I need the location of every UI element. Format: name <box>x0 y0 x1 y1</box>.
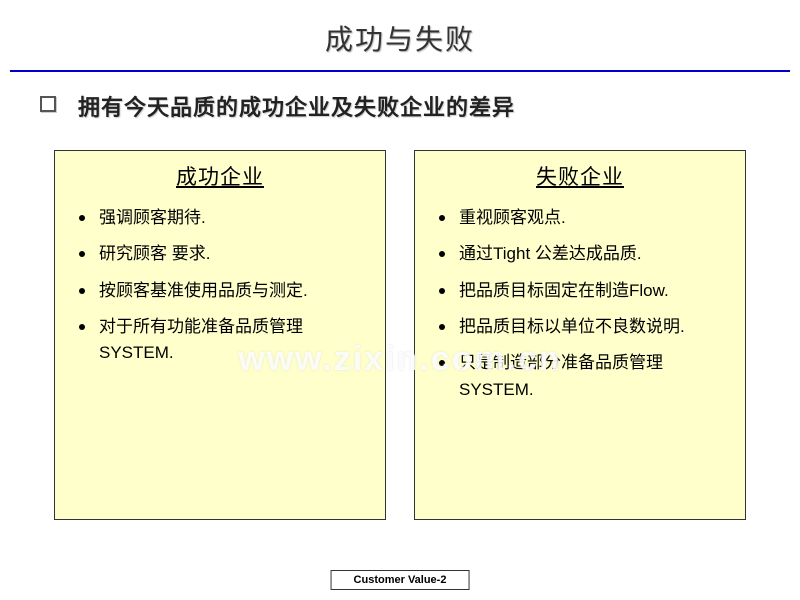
list-item: 研究顾客 要求. <box>77 241 369 267</box>
subheading-row: 拥有今天品质的成功企业及失败企业的差异 <box>0 90 800 122</box>
checkbox-bullet-icon <box>40 96 56 112</box>
slide-title: 成功与失败 <box>0 0 800 70</box>
list-item: 只是制造部分准备品质管理SYSTEM. <box>437 350 729 403</box>
panel-success-list: 强调顾客期待. 研究顾客 要求. 按顾客基准使用品质与测定. 对于所有功能准备品… <box>71 205 369 367</box>
panel-failure: 失败企业 重视顾客观点. 通过Tight 公差达成品质. 把品质目标固定在制造F… <box>414 150 746 520</box>
title-divider <box>10 70 790 72</box>
list-item: 按顾客基准使用品质与测定. <box>77 278 369 304</box>
list-item: 重视顾客观点. <box>437 205 729 231</box>
panel-failure-list: 重视顾客观点. 通过Tight 公差达成品质. 把品质目标固定在制造Flow. … <box>431 205 729 403</box>
list-item: 通过Tight 公差达成品质. <box>437 241 729 267</box>
panel-failure-title: 失败企业 <box>431 161 729 191</box>
footer-label: Customer Value-2 <box>331 570 470 590</box>
panel-success-title: 成功企业 <box>71 161 369 191</box>
list-item: 对于所有功能准备品质管理SYSTEM. <box>77 314 369 367</box>
panel-success: 成功企业 强调顾客期待. 研究顾客 要求. 按顾客基准使用品质与测定. 对于所有… <box>54 150 386 520</box>
list-item: 强调顾客期待. <box>77 205 369 231</box>
subheading-text: 拥有今天品质的成功企业及失败企业的差异 <box>78 90 515 122</box>
list-item: 把品质目标以单位不良数说明. <box>437 314 729 340</box>
panels-container: 成功企业 强调顾客期待. 研究顾客 要求. 按顾客基准使用品质与测定. 对于所有… <box>0 150 800 520</box>
list-item: 把品质目标固定在制造Flow. <box>437 278 729 304</box>
